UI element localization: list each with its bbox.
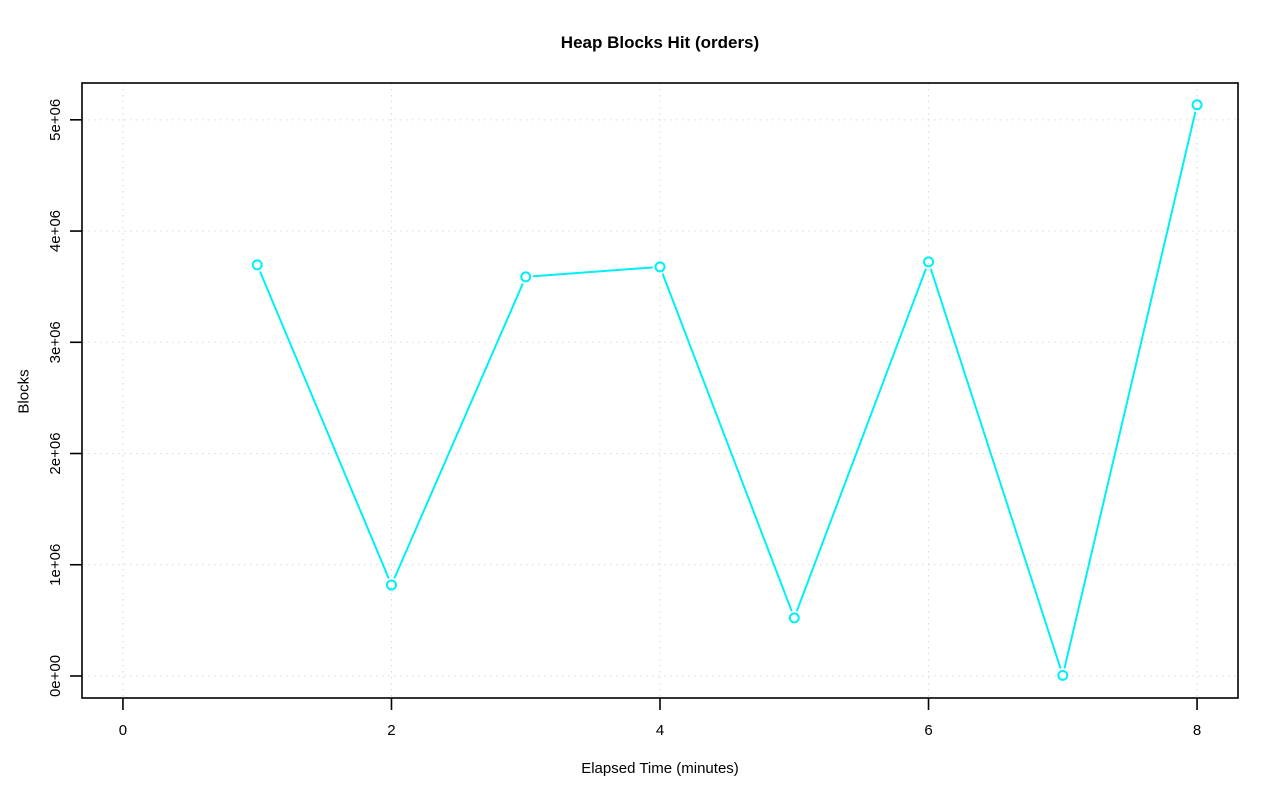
series-line-segment [796, 268, 927, 612]
chart-title: Heap Blocks Hit (orders) [560, 33, 760, 52]
y-axis-tick-label: 2e+06 [47, 432, 64, 474]
y-axis-tick-label: 3e+06 [47, 321, 64, 363]
x-axis-tick-label: 6 [924, 722, 932, 739]
series-line-segment [661, 273, 793, 612]
data-point-marker [385, 579, 397, 591]
x-axis-tick-label: 2 [387, 722, 395, 739]
data-point-marker [520, 271, 532, 283]
y-axis-tick-label: 0e+00 [47, 655, 64, 697]
y-axis-label: Blocks [15, 369, 33, 414]
y-axis-tick-label: 1e+06 [47, 544, 64, 586]
y-axis-tick-label: 5e+06 [47, 99, 64, 141]
data-point-marker [1057, 669, 1069, 681]
x-axis-tick-label: 0 [119, 722, 127, 739]
data-point-marker [251, 259, 263, 271]
x-axis-tick-label: 4 [656, 722, 664, 739]
data-point-marker [654, 261, 666, 273]
data-point-marker [788, 612, 800, 624]
x-axis-tick-label: 8 [1193, 722, 1201, 739]
y-axis-tick-label: 4e+06 [47, 210, 64, 252]
series-line-segment [1063, 111, 1197, 669]
series-line-segment [259, 271, 390, 579]
data-point-marker [923, 256, 935, 268]
series-line-segment [532, 266, 654, 278]
series-line-segment [929, 268, 1062, 669]
series-line-segment [393, 283, 524, 579]
x-axis-label: Elapsed Time (minutes) [581, 760, 739, 777]
data-point-marker [1191, 99, 1203, 111]
